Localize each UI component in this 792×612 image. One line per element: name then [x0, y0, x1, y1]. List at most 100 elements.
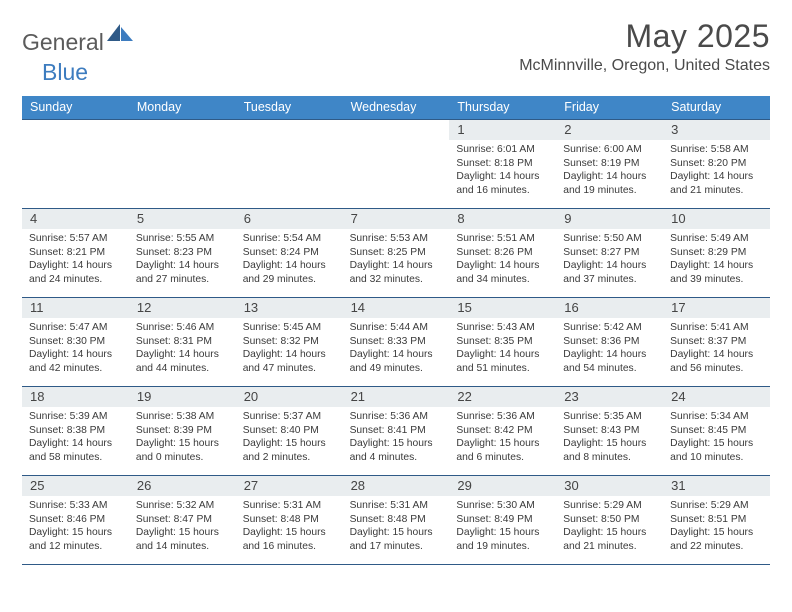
sunrise-line: Sunrise: 5:50 AM [563, 232, 656, 246]
day-details: Sunrise: 5:30 AMSunset: 8:49 PMDaylight:… [449, 496, 556, 557]
weekday-header-cell: Friday [556, 96, 663, 119]
day-details: Sunrise: 5:43 AMSunset: 8:35 PMDaylight:… [449, 318, 556, 379]
sunrise-line: Sunrise: 5:55 AM [136, 232, 229, 246]
daylight-line: Daylight: 14 hours and 39 minutes. [670, 259, 763, 286]
day-details: Sunrise: 5:36 AMSunset: 8:42 PMDaylight:… [449, 407, 556, 468]
weekday-header-cell: Sunday [22, 96, 129, 119]
calendar-day-cell: 11Sunrise: 5:47 AMSunset: 8:30 PMDayligh… [22, 298, 129, 386]
day-details: Sunrise: 5:36 AMSunset: 8:41 PMDaylight:… [343, 407, 450, 468]
sunset-line: Sunset: 8:23 PM [136, 246, 229, 260]
sunrise-line: Sunrise: 5:44 AM [350, 321, 443, 335]
sunrise-line: Sunrise: 5:54 AM [243, 232, 336, 246]
sunrise-line: Sunrise: 5:32 AM [136, 499, 229, 513]
day-details: Sunrise: 5:35 AMSunset: 8:43 PMDaylight:… [556, 407, 663, 468]
day-number: 27 [236, 476, 343, 496]
sunrise-line: Sunrise: 5:41 AM [670, 321, 763, 335]
calendar-day-cell: 3Sunrise: 5:58 AMSunset: 8:20 PMDaylight… [663, 120, 770, 208]
sunrise-line: Sunrise: 6:00 AM [563, 143, 656, 157]
sunset-line: Sunset: 8:26 PM [456, 246, 549, 260]
day-number: 24 [663, 387, 770, 407]
sunrise-line: Sunrise: 6:01 AM [456, 143, 549, 157]
sunset-line: Sunset: 8:46 PM [29, 513, 122, 527]
day-details: Sunrise: 5:33 AMSunset: 8:46 PMDaylight:… [22, 496, 129, 557]
calendar-day-cell: 27Sunrise: 5:31 AMSunset: 8:48 PMDayligh… [236, 476, 343, 564]
daylight-line: Daylight: 14 hours and 54 minutes. [563, 348, 656, 375]
calendar-day-cell: 6Sunrise: 5:54 AMSunset: 8:24 PMDaylight… [236, 209, 343, 297]
calendar-day-cell: 26Sunrise: 5:32 AMSunset: 8:47 PMDayligh… [129, 476, 236, 564]
daylight-line: Daylight: 15 hours and 22 minutes. [670, 526, 763, 553]
daylight-line: Daylight: 14 hours and 32 minutes. [350, 259, 443, 286]
sunrise-line: Sunrise: 5:46 AM [136, 321, 229, 335]
day-details: Sunrise: 5:31 AMSunset: 8:48 PMDaylight:… [343, 496, 450, 557]
daylight-line: Daylight: 14 hours and 29 minutes. [243, 259, 336, 286]
sunset-line: Sunset: 8:39 PM [136, 424, 229, 438]
sunrise-line: Sunrise: 5:58 AM [670, 143, 763, 157]
calendar-day-cell: 9Sunrise: 5:50 AMSunset: 8:27 PMDaylight… [556, 209, 663, 297]
sunrise-line: Sunrise: 5:31 AM [243, 499, 336, 513]
daylight-line: Daylight: 15 hours and 12 minutes. [29, 526, 122, 553]
day-number: 11 [22, 298, 129, 318]
day-number: 20 [236, 387, 343, 407]
calendar-day-cell: 22Sunrise: 5:36 AMSunset: 8:42 PMDayligh… [449, 387, 556, 475]
sunrise-line: Sunrise: 5:42 AM [563, 321, 656, 335]
sunrise-line: Sunrise: 5:29 AM [563, 499, 656, 513]
day-details: Sunrise: 5:39 AMSunset: 8:38 PMDaylight:… [22, 407, 129, 468]
calendar-day-cell: 15Sunrise: 5:43 AMSunset: 8:35 PMDayligh… [449, 298, 556, 386]
day-number: 23 [556, 387, 663, 407]
day-details: Sunrise: 5:32 AMSunset: 8:47 PMDaylight:… [129, 496, 236, 557]
sunset-line: Sunset: 8:48 PM [350, 513, 443, 527]
day-details: Sunrise: 5:54 AMSunset: 8:24 PMDaylight:… [236, 229, 343, 290]
calendar-day-cell: 23Sunrise: 5:35 AMSunset: 8:43 PMDayligh… [556, 387, 663, 475]
sunset-line: Sunset: 8:48 PM [243, 513, 336, 527]
sunset-line: Sunset: 8:32 PM [243, 335, 336, 349]
brand-part1: General [22, 29, 104, 56]
sunset-line: Sunset: 8:33 PM [350, 335, 443, 349]
calendar-day-cell: 12Sunrise: 5:46 AMSunset: 8:31 PMDayligh… [129, 298, 236, 386]
day-number: 8 [449, 209, 556, 229]
weekday-header-cell: Saturday [663, 96, 770, 119]
calendar-day-cell: 10Sunrise: 5:49 AMSunset: 8:29 PMDayligh… [663, 209, 770, 297]
daylight-line: Daylight: 15 hours and 14 minutes. [136, 526, 229, 553]
day-number: 31 [663, 476, 770, 496]
brand-part2: Blue [42, 59, 88, 86]
day-details: Sunrise: 5:45 AMSunset: 8:32 PMDaylight:… [236, 318, 343, 379]
daylight-line: Daylight: 15 hours and 10 minutes. [670, 437, 763, 464]
daylight-line: Daylight: 14 hours and 47 minutes. [243, 348, 336, 375]
calendar-day-cell: 5Sunrise: 5:55 AMSunset: 8:23 PMDaylight… [129, 209, 236, 297]
day-details: Sunrise: 5:51 AMSunset: 8:26 PMDaylight:… [449, 229, 556, 290]
day-details: Sunrise: 5:29 AMSunset: 8:50 PMDaylight:… [556, 496, 663, 557]
sunset-line: Sunset: 8:25 PM [350, 246, 443, 260]
calendar-day-cell: 18Sunrise: 5:39 AMSunset: 8:38 PMDayligh… [22, 387, 129, 475]
sunset-line: Sunset: 8:36 PM [563, 335, 656, 349]
calendar-day-cell: 16 Sunrise: 5:42 AMSunset: 8:36 PMDayligh… [556, 298, 663, 386]
calendar-day-cell: 2Sunrise: 6:00 AMSunset: 8:19 PMDaylight… [556, 120, 663, 208]
calendar-day-cell: 30Sunrise: 5:29 AMSunset: 8:50 PMDayligh… [556, 476, 663, 564]
day-details: Sunrise: 5:34 AMSunset: 8:45 PMDaylight:… [663, 407, 770, 468]
day-details: Sunrise: 5:50 AMSunset: 8:27 PMDaylight:… [556, 229, 663, 290]
day-number: 17 [663, 298, 770, 318]
sunset-line: Sunset: 8:43 PM [563, 424, 656, 438]
day-details: Sunrise: 5:57 AMSunset: 8:21 PMDaylight:… [22, 229, 129, 290]
day-number: 4 [22, 209, 129, 229]
daylight-line: Daylight: 14 hours and 56 minutes. [670, 348, 763, 375]
day-details: Sunrise: 5:41 AMSunset: 8:37 PMDaylight:… [663, 318, 770, 379]
day-number: 16 [556, 298, 663, 318]
sunset-line: Sunset: 8:42 PM [456, 424, 549, 438]
sunset-line: Sunset: 8:45 PM [670, 424, 763, 438]
calendar-day-cell [22, 120, 129, 208]
day-number: 21 [343, 387, 450, 407]
sunset-line: Sunset: 8:31 PM [136, 335, 229, 349]
calendar-day-cell: 20Sunrise: 5:37 AMSunset: 8:40 PMDayligh… [236, 387, 343, 475]
sunrise-line: Sunrise: 5:29 AM [670, 499, 763, 513]
sunset-line: Sunset: 8:41 PM [350, 424, 443, 438]
title-block: May 2025 McMinnville, Oregon, United Sta… [519, 18, 770, 75]
sunrise-line: Sunrise: 5:31 AM [350, 499, 443, 513]
sunrise-line: Sunrise: 5:36 AM [350, 410, 443, 424]
daylight-line: Daylight: 14 hours and 27 minutes. [136, 259, 229, 286]
daylight-line: Daylight: 14 hours and 37 minutes. [563, 259, 656, 286]
day-number: 25 [22, 476, 129, 496]
day-number: 2 [556, 120, 663, 140]
day-number: 6 [236, 209, 343, 229]
sunrise-line: Sunrise: 5:37 AM [243, 410, 336, 424]
day-details: Sunrise: 5:29 AMSunset: 8:51 PMDaylight:… [663, 496, 770, 557]
